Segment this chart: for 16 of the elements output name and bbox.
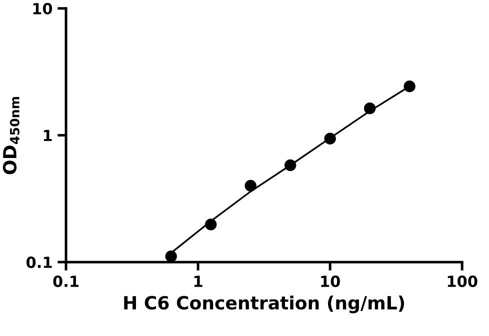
x-tick-label: 0.1: [53, 276, 78, 288]
point: [284, 159, 296, 172]
x-tick-label: 100: [448, 276, 478, 288]
point: [244, 180, 256, 192]
point: [204, 218, 217, 230]
point: [364, 102, 376, 114]
x-tick-label: 10: [321, 276, 340, 288]
point: [324, 132, 336, 144]
x-axis-title: H C6 Concentration (ng/mL): [124, 296, 404, 314]
x-tick-label: 1: [194, 276, 202, 287]
y-tick-label: 1: [44, 130, 52, 142]
y-axis-title: OD$_{450nm}$: [2, 96, 20, 174]
y-tick-label: 10: [33, 2, 52, 14]
point: [165, 250, 177, 262]
point: [404, 80, 416, 92]
y-tick-label: 0.1: [26, 256, 52, 268]
